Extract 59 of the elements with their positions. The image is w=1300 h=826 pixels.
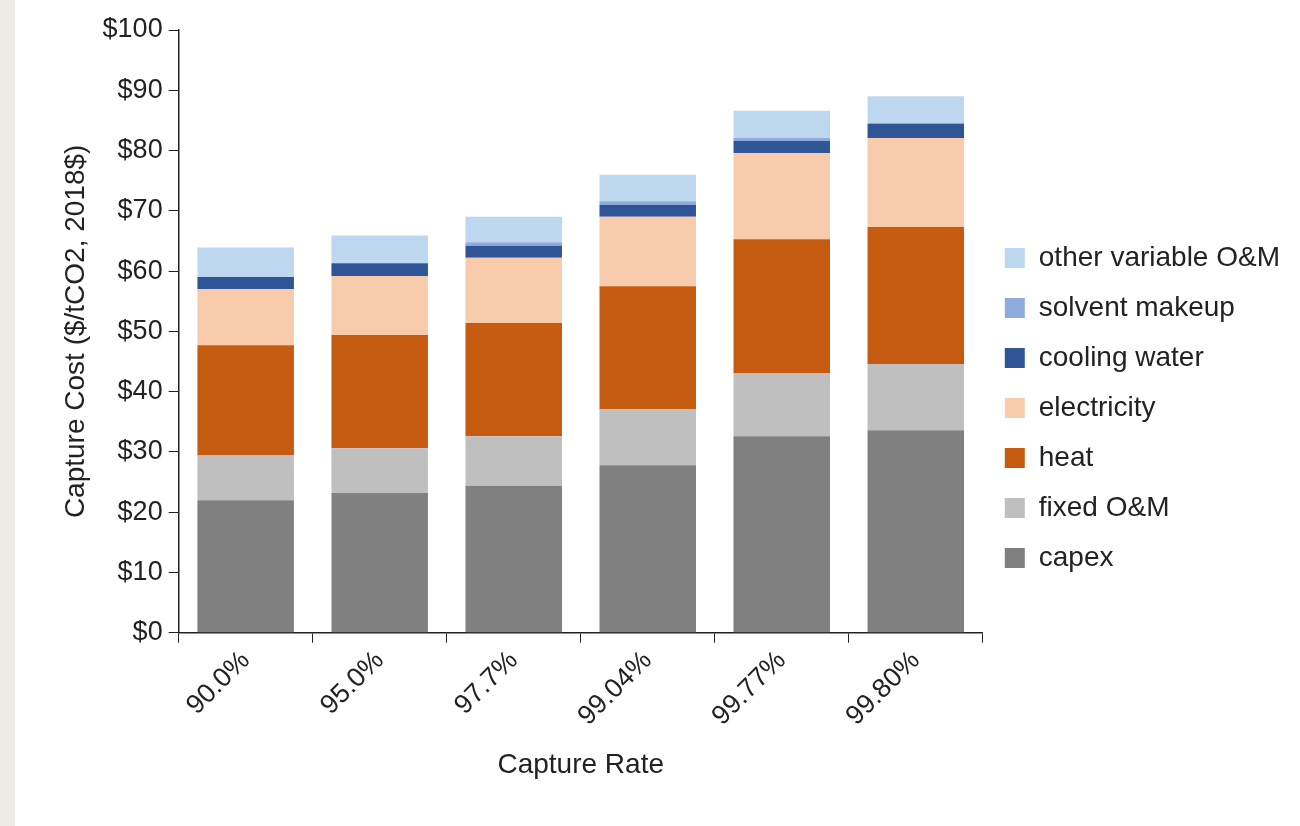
bar [599, 204, 696, 217]
legend-label: electricity [1038, 390, 1156, 422]
y-tick-label: $10 [117, 555, 163, 586]
bar [867, 96, 965, 123]
bar [599, 286, 696, 410]
y-tick-label: $30 [117, 435, 163, 466]
bar [331, 492, 428, 633]
bar [599, 174, 696, 202]
bar [331, 275, 428, 335]
bar [197, 500, 294, 633]
legend-label: solvent makeup [1038, 290, 1235, 322]
bar [331, 263, 428, 276]
bar [197, 455, 294, 501]
bar [599, 465, 696, 633]
y-tick-label: $90 [117, 73, 163, 104]
bar [465, 216, 562, 243]
bar [465, 257, 562, 323]
bar [197, 289, 294, 346]
bar [733, 137, 830, 141]
bar [867, 124, 965, 138]
bar [465, 436, 562, 486]
legend-label: capex [1038, 540, 1114, 572]
bar [197, 247, 294, 278]
y-axis-title: Capture Cost ($/tCO2, 2018$) [58, 144, 90, 519]
bar [867, 430, 965, 633]
y-tick-label: $70 [117, 194, 163, 225]
bar [331, 334, 428, 449]
bar [867, 137, 965, 228]
y-tick-label: $50 [117, 314, 163, 345]
y-tick-label: $20 [117, 495, 163, 526]
legend-label: heat [1038, 440, 1094, 472]
bar [733, 372, 830, 437]
bar [465, 242, 562, 246]
bar [599, 201, 696, 205]
y-tick-label: $40 [117, 375, 163, 406]
legend-label: cooling water [1038, 340, 1204, 372]
y-tick-label: $60 [117, 254, 163, 285]
y-tick-label: $80 [117, 134, 163, 164]
bar [465, 322, 562, 437]
x-axis-title: Capture Rate [497, 747, 664, 779]
bar [733, 436, 830, 633]
bar [465, 245, 562, 258]
legend-label: other variable O&M [1038, 240, 1281, 272]
y-tick-label: $0 [132, 616, 163, 647]
bar [331, 235, 428, 264]
bar [733, 140, 830, 153]
bar [867, 227, 965, 364]
bar [331, 448, 428, 493]
bar [599, 409, 696, 466]
bar [197, 345, 294, 456]
bar [465, 485, 562, 633]
bar [733, 239, 830, 373]
bar [867, 363, 965, 431]
bar [599, 216, 696, 287]
bar [733, 152, 830, 240]
bar [733, 110, 830, 138]
y-tick-label: $100 [102, 13, 163, 44]
bar [197, 277, 294, 290]
legend-label: fixed O&M [1038, 490, 1170, 522]
